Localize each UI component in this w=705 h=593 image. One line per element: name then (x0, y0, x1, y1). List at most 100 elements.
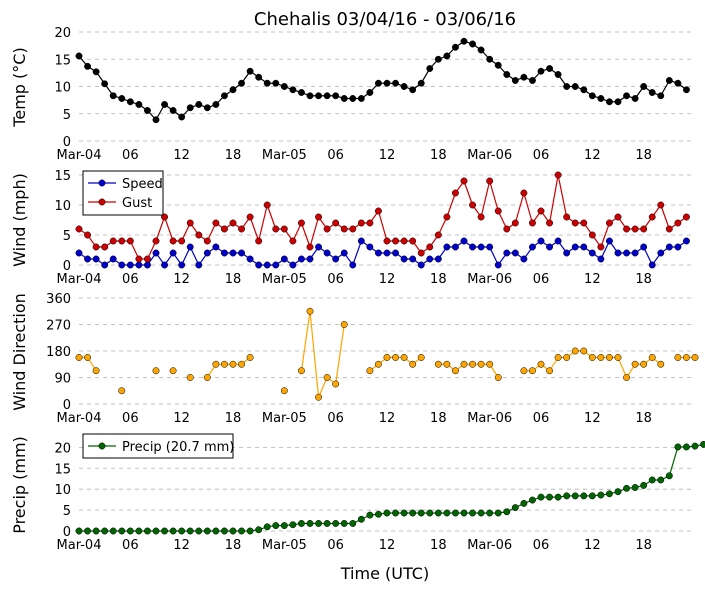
data-point (682, 354, 690, 361)
data-point (580, 347, 588, 355)
data-point (537, 237, 545, 245)
data-point (580, 492, 588, 500)
data-point (503, 225, 511, 233)
data-point (169, 527, 177, 535)
data-point (674, 219, 682, 227)
data-point (109, 237, 117, 245)
series-segment (446, 192, 457, 218)
data-point (674, 79, 682, 87)
data-point (469, 243, 477, 251)
data-point (426, 509, 434, 517)
x-tick-label: 18 (635, 148, 652, 163)
data-point (409, 237, 417, 245)
data-point (178, 261, 186, 269)
series-segment (617, 357, 628, 378)
data-point (152, 527, 160, 535)
series-segment (352, 240, 362, 266)
data-point (400, 255, 408, 263)
data-point (186, 219, 194, 227)
data-point (297, 520, 305, 527)
data-point (537, 67, 545, 75)
data-point (434, 55, 442, 63)
data-point (152, 249, 160, 257)
data-point (623, 249, 631, 257)
data-point (640, 83, 648, 90)
series-segment (377, 210, 388, 242)
x-tick-label: 12 (173, 538, 190, 553)
data-point (528, 243, 536, 251)
data-point (426, 243, 434, 251)
data-point (520, 73, 528, 81)
data-point (674, 243, 682, 251)
x-tick-label: 06 (122, 148, 139, 163)
data-point (520, 255, 528, 263)
data-point (451, 367, 459, 375)
data-point (340, 249, 348, 257)
data-point (118, 387, 126, 395)
series-precip-20-7-mm- (75, 440, 705, 535)
data-point (640, 243, 648, 251)
data-point (357, 237, 365, 245)
data-point (92, 367, 100, 375)
data-point (229, 249, 237, 257)
data-point (374, 207, 382, 215)
data-point (640, 481, 648, 489)
series-segment (480, 180, 491, 218)
series-wind-direction (75, 307, 699, 401)
data-point (528, 496, 536, 504)
data-point (126, 261, 134, 269)
data-point (340, 520, 348, 527)
x-tick-label: 12 (379, 411, 396, 426)
data-point (272, 79, 280, 87)
x-tick-label: 12 (379, 538, 396, 553)
data-point (426, 65, 434, 72)
x-tick-label: Mar-06 (467, 272, 512, 287)
data-point (494, 261, 502, 269)
data-point (623, 374, 631, 381)
data-point (503, 71, 511, 78)
data-point (477, 243, 485, 251)
data-point (220, 527, 228, 535)
x-tick-label: Mar-05 (262, 272, 307, 287)
data-point (349, 261, 357, 269)
data-point (631, 225, 639, 233)
data-point (118, 527, 126, 535)
legend-label: Speed (122, 177, 163, 192)
series-segment (309, 216, 320, 248)
x-tick-label: 12 (173, 148, 190, 163)
chart-title: Chehalis 03/04/16 - 03/06/16 (254, 9, 516, 30)
data-point (614, 98, 622, 106)
y-tick-label: 0 (63, 525, 71, 540)
series-segment (600, 222, 611, 248)
data-point (357, 219, 365, 227)
data-point (75, 249, 83, 257)
series-segment (548, 174, 559, 224)
data-point (366, 243, 374, 251)
data-point (383, 354, 391, 361)
data-point (186, 374, 194, 381)
data-point (220, 360, 228, 368)
data-point (340, 95, 348, 102)
data-point (657, 476, 665, 484)
data-point (494, 509, 502, 517)
data-point (332, 92, 340, 100)
data-point (109, 255, 117, 263)
x-tick-label: Mar-05 (262, 148, 307, 163)
data-point (272, 225, 280, 233)
data-point (443, 52, 451, 60)
data-point (554, 493, 562, 501)
data-point (126, 98, 134, 106)
data-point (605, 354, 613, 361)
data-point (280, 83, 288, 90)
data-point (135, 101, 143, 108)
data-point (306, 255, 314, 263)
x-tick-label: 18 (430, 148, 447, 163)
data-point (246, 354, 254, 361)
data-point (195, 101, 203, 108)
data-point (297, 219, 305, 227)
data-point (263, 201, 271, 209)
data-point (434, 231, 442, 239)
data-point (332, 219, 340, 227)
data-point (665, 472, 673, 480)
